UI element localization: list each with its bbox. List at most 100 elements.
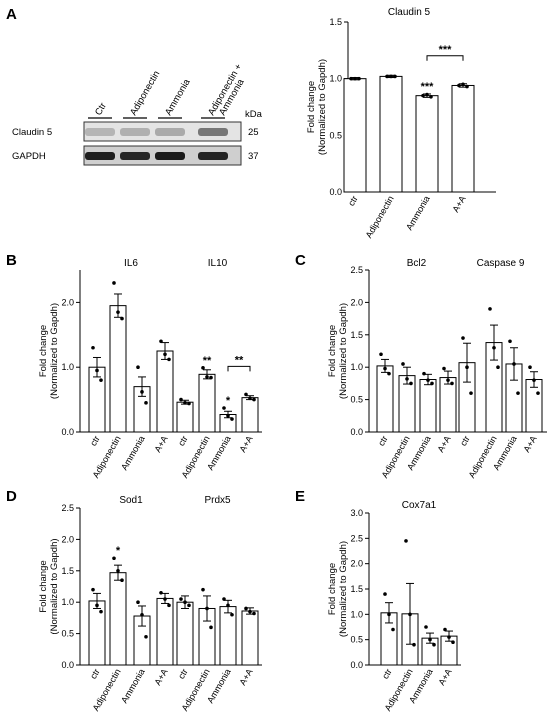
chart-title: Bcl2 xyxy=(407,258,427,269)
data-point xyxy=(409,381,413,386)
chart-title: Sod1 xyxy=(119,495,143,506)
kda-value: 37 xyxy=(248,151,259,162)
bar xyxy=(241,610,259,666)
bar xyxy=(419,379,437,433)
chart-panel-e: 0.0 0.5 1.0 1.5 2.0 2.5 3.0 Fold change (Normali… xyxy=(327,500,461,713)
data-point xyxy=(450,381,454,386)
data-point xyxy=(404,539,408,543)
data-point xyxy=(159,339,163,344)
y-tick-label: 0.5 xyxy=(350,635,363,645)
category-label: ctr xyxy=(380,667,394,681)
y-tick-label: 2.5 xyxy=(61,503,74,513)
category-label: A+A xyxy=(152,667,169,687)
chart-title: IL10 xyxy=(208,258,228,269)
data-point xyxy=(457,83,461,88)
data-point xyxy=(536,391,540,395)
bar xyxy=(176,601,194,666)
data-point xyxy=(230,612,234,617)
y-axis-label: (Normalized to Gapdh) xyxy=(338,303,349,399)
y-tick-label: 1.5 xyxy=(350,584,363,594)
y-tick-label: 1.5 xyxy=(61,566,74,576)
data-point xyxy=(532,378,536,382)
data-point xyxy=(226,603,230,608)
data-point xyxy=(447,635,451,639)
data-point xyxy=(201,366,205,370)
category-label: Ammonia xyxy=(404,194,432,232)
category-label: ctr xyxy=(376,434,390,448)
data-point xyxy=(428,637,432,642)
y-tick-label: 2.0 xyxy=(61,534,74,544)
data-point xyxy=(516,391,520,395)
y-axis-label: (Normalized to Gapdh) xyxy=(317,59,328,155)
category-label: Adiponectin xyxy=(364,194,396,240)
data-point xyxy=(244,606,248,611)
data-point xyxy=(144,634,148,639)
y-tick-label: 1.0 xyxy=(350,362,363,372)
data-point xyxy=(136,600,140,604)
data-point xyxy=(385,74,389,79)
data-point xyxy=(391,627,395,632)
panel-letter-a: A xyxy=(6,6,17,23)
data-point xyxy=(422,371,426,376)
data-point xyxy=(412,642,416,647)
blot-band xyxy=(155,128,185,136)
y-tick-label: 3.0 xyxy=(350,508,363,518)
data-point xyxy=(163,597,167,601)
panel-letter-d: D xyxy=(6,488,17,505)
y-tick-label: 1.0 xyxy=(350,609,363,619)
y-tick-label: 2.0 xyxy=(350,297,363,307)
data-point xyxy=(116,310,120,314)
data-point xyxy=(209,625,213,630)
blot-row-label: Claudin 5 xyxy=(12,127,52,138)
y-tick-label: 2.5 xyxy=(350,265,363,275)
data-point xyxy=(465,365,469,370)
chart-panel-d: 0.0 0.5 1.0 1.5 2.0 2.5 Fold change (Normalized… xyxy=(38,495,262,713)
data-point xyxy=(201,587,205,592)
data-point xyxy=(357,76,361,81)
category-label: A+A xyxy=(152,434,169,454)
y-axis-label: (Normalized to Gapdh) xyxy=(49,538,60,634)
data-point xyxy=(222,406,226,410)
y-axis-label: Fold change xyxy=(38,560,49,612)
category-label: ctr xyxy=(176,434,190,448)
data-point xyxy=(488,307,492,311)
data-point xyxy=(252,611,256,616)
data-point xyxy=(99,609,103,614)
data-point xyxy=(226,414,230,418)
kda-header: kDa xyxy=(245,109,263,120)
significance-bracket xyxy=(426,55,464,61)
category-label: ctr xyxy=(458,434,472,448)
data-point xyxy=(120,578,124,583)
data-point xyxy=(112,556,116,561)
y-axis-label: Fold change xyxy=(306,81,317,133)
blot-band xyxy=(85,128,115,136)
y-axis-label: (Normalized to Gapdh) xyxy=(49,303,60,399)
data-point xyxy=(387,371,391,376)
data-point xyxy=(252,397,256,402)
data-point xyxy=(492,345,496,350)
data-point xyxy=(248,396,252,401)
data-point xyxy=(205,375,209,379)
category-label: ctr xyxy=(88,434,102,448)
data-point xyxy=(451,640,455,644)
y-tick-label: 2.0 xyxy=(350,559,363,569)
blot-row-label: GAPDH xyxy=(12,151,46,162)
data-point xyxy=(443,627,447,632)
blot-band xyxy=(198,152,228,160)
bracket-label: ** xyxy=(235,354,244,366)
data-point xyxy=(91,345,95,350)
category-label: A+A xyxy=(237,667,254,687)
data-point xyxy=(99,378,103,382)
western-blot: Ctr Adiponectin Ammonia Adiponectin +Ammoni… xyxy=(12,62,263,166)
data-point xyxy=(248,609,252,614)
bar xyxy=(241,397,259,433)
data-point xyxy=(209,375,213,380)
y-tick-label: 1.0 xyxy=(61,362,74,372)
data-point xyxy=(379,352,383,357)
data-point xyxy=(163,352,167,357)
data-point xyxy=(528,365,532,370)
bar xyxy=(198,373,216,433)
data-point xyxy=(353,76,357,81)
data-point xyxy=(421,93,425,98)
